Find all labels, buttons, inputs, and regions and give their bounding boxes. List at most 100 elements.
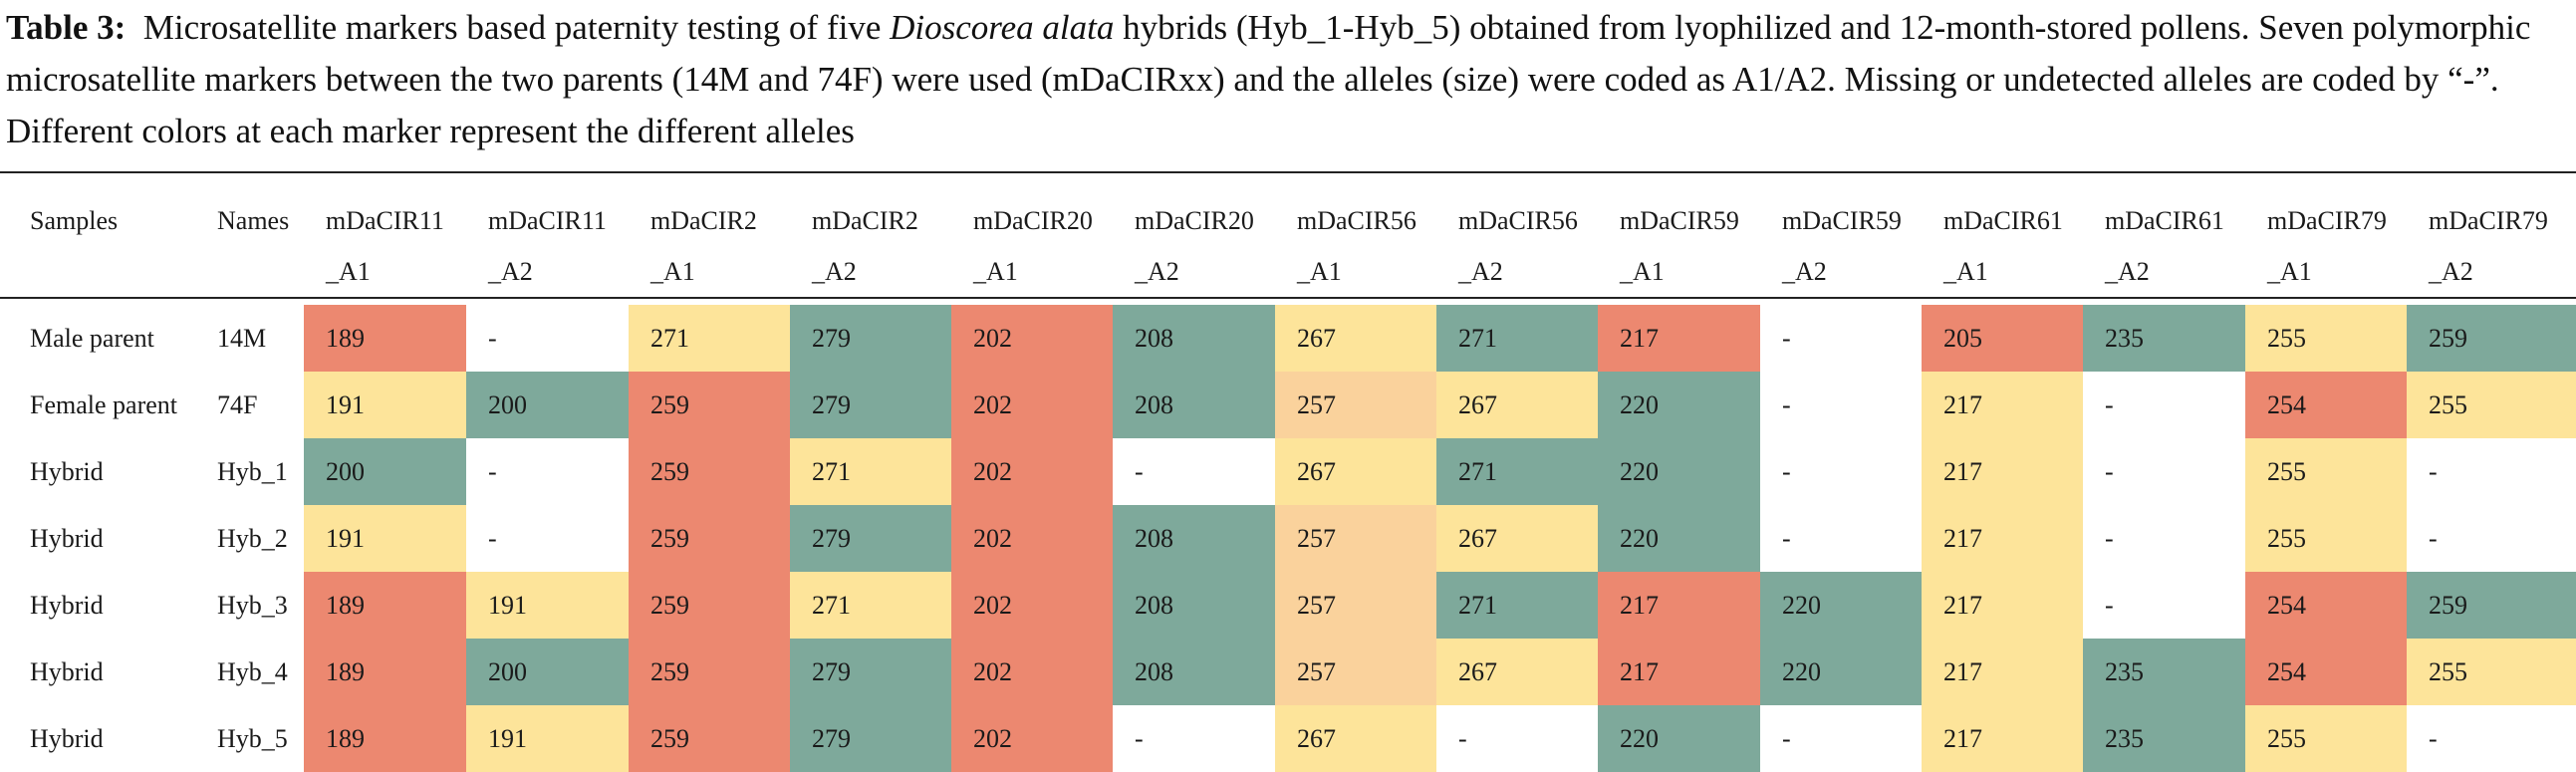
allele-cell: - — [2105, 389, 2114, 419]
allele-cell: 259 — [629, 438, 790, 505]
allele-cell: 259 — [629, 572, 790, 639]
table-header: Samples Names mDaCIR11 mDaCIR11 mDaCIR2 mDaCI… — [0, 195, 2576, 297]
column-header-allele: _A2 — [2429, 256, 2473, 286]
column-header: mDaCIR61 — [1943, 205, 2063, 235]
allele-cell: 191 — [466, 572, 629, 639]
allele-cell: 200 — [466, 639, 629, 705]
column-header: mDaCIR20 — [1135, 205, 1254, 235]
allele-cell: 255 — [2245, 438, 2407, 505]
allele-cell: 220 — [1598, 438, 1760, 505]
column-header-allele: _A2 — [488, 256, 533, 286]
table-row: Male parent 14M 189-271 279 202 208 267 271 217-… — [0, 305, 2576, 372]
column-header-allele: _A2 — [1782, 256, 1827, 286]
table-row: Hybrid Hyb_3 189 191 259 271 202 208 257 271 217 22… — [0, 572, 2576, 639]
column-header-allele: _A1 — [973, 256, 1018, 286]
allele-cell: 220 — [1760, 572, 1922, 639]
allele-cell: - — [488, 523, 497, 553]
allele-cell: 235 — [2083, 305, 2245, 372]
header-spacer — [0, 297, 2576, 305]
name-cell: Hyb_5 — [217, 723, 288, 753]
allele-cell: 202 — [951, 305, 1113, 372]
allele-cell: - — [1782, 389, 1791, 419]
allele-cell: 208 — [1113, 372, 1275, 438]
allele-cell: 259 — [2407, 572, 2576, 639]
column-header-allele: _A1 — [1620, 256, 1665, 286]
allele-cell: 205 — [1922, 305, 2083, 372]
allele-cell: 189 — [304, 572, 466, 639]
allele-cell: 279 — [790, 705, 951, 772]
allele-cell: 217 — [1922, 505, 2083, 572]
allele-cell: 217 — [1598, 572, 1760, 639]
column-header: mDaCIR11 — [326, 205, 444, 235]
allele-cell: 267 — [1275, 305, 1436, 372]
column-header: Samples — [30, 205, 119, 235]
allele-cell: - — [2105, 523, 2114, 553]
allele-cell: - — [2429, 723, 2438, 753]
name-cell: 74F — [217, 389, 258, 419]
top-rule — [0, 171, 2576, 173]
allele-cell: 220 — [1598, 372, 1760, 438]
allele-cell: - — [488, 323, 497, 353]
name-cell: Hyb_1 — [217, 456, 288, 486]
allele-cell: 271 — [629, 305, 790, 372]
column-header-allele: _A2 — [2105, 256, 2150, 286]
name-cell: 14M — [217, 323, 267, 353]
allele-cell: 208 — [1113, 505, 1275, 572]
allele-cell: 191 — [304, 505, 466, 572]
allele-cell: 202 — [951, 705, 1113, 772]
sample-cell: Hybrid — [30, 723, 104, 753]
caption-text-after: hybrids (Hyb_1-Hyb_5) obtained from lyop… — [6, 8, 2531, 150]
header-rule — [0, 297, 2576, 299]
allele-cell: 202 — [951, 438, 1113, 505]
table-caption: Table 3: Microsatellite markers based pa… — [6, 2, 2570, 157]
allele-cell: 257 — [1275, 372, 1436, 438]
allele-cell: 279 — [790, 372, 951, 438]
sample-cell: Hybrid — [30, 590, 104, 620]
allele-cell: - — [1782, 456, 1791, 486]
allele-cell: 235 — [2083, 639, 2245, 705]
column-header-allele: _A1 — [650, 256, 695, 286]
allele-cell: 259 — [629, 639, 790, 705]
allele-cell: - — [2429, 456, 2438, 486]
allele-cell: 200 — [466, 372, 629, 438]
sample-cell: Male parent — [30, 323, 154, 353]
allele-cell: 208 — [1113, 305, 1275, 372]
allele-cell: 271 — [790, 438, 951, 505]
column-header-allele: _A1 — [2267, 256, 2312, 286]
allele-cell: - — [1782, 723, 1791, 753]
allele-cell: 202 — [951, 505, 1113, 572]
column-header: mDaCIR61 — [2105, 205, 2224, 235]
column-header: mDaCIR79 — [2267, 205, 2387, 235]
caption-label: Table 3: — [6, 8, 127, 47]
column-header: mDaCIR59 — [1620, 205, 1739, 235]
sample-cell: Hybrid — [30, 656, 104, 686]
allele-cell: 257 — [1275, 572, 1436, 639]
allele-cell: 202 — [951, 372, 1113, 438]
allele-cell: 259 — [629, 505, 790, 572]
allele-cell: 189 — [304, 305, 466, 372]
allele-cell: 257 — [1275, 505, 1436, 572]
column-header: Names — [217, 205, 290, 235]
allele-cell: 267 — [1436, 372, 1598, 438]
allele-cell: 279 — [790, 305, 951, 372]
allele-cell: 217 — [1922, 705, 2083, 772]
allele-cell: 202 — [951, 639, 1113, 705]
column-header-allele: _A2 — [1135, 256, 1179, 286]
column-header: mDaCIR11 — [488, 205, 607, 235]
allele-cell: - — [1135, 456, 1144, 486]
allele-cell: 255 — [2407, 372, 2576, 438]
allele-cell: 217 — [1922, 572, 2083, 639]
allele-cell: - — [2105, 456, 2114, 486]
column-header-allele: _A2 — [1458, 256, 1503, 286]
allele-cell: 200 — [304, 438, 466, 505]
allele-cell: 191 — [304, 372, 466, 438]
table-row: Female parent 74F 191 200 259 279 202 208 257 267… — [0, 372, 2576, 438]
table-row: Hybrid Hyb_2 191-259 279 202 208 257 267 220-217… — [0, 505, 2576, 572]
allele-cell: 267 — [1436, 505, 1598, 572]
allele-cell: 217 — [1922, 639, 2083, 705]
column-header-allele — [0, 246, 195, 297]
allele-cell: - — [2105, 590, 2114, 620]
column-header-allele — [195, 246, 304, 297]
allele-cell: 271 — [1436, 572, 1598, 639]
allele-cell: 217 — [1922, 438, 2083, 505]
